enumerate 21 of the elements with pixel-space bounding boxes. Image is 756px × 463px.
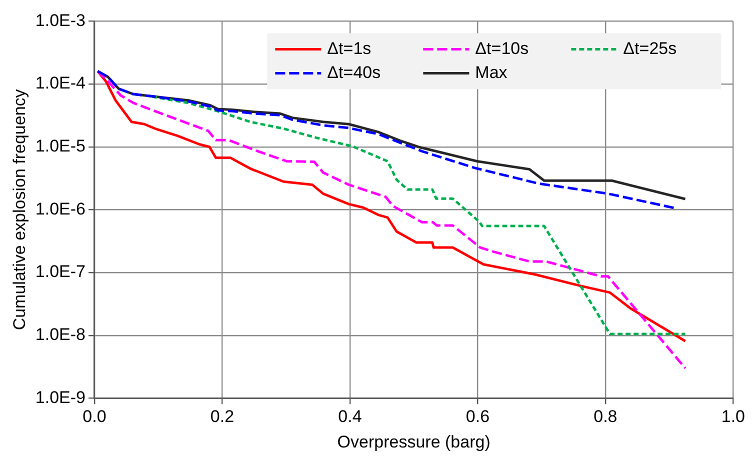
x-axis-title: Overpressure (barg) [337, 432, 490, 452]
legend-label: Δt=1s [327, 38, 372, 58]
legend-label: Max [475, 62, 508, 82]
x-tick-label: 0.0 [82, 407, 106, 426]
y-tick-label: 1.0E-7 [35, 262, 86, 282]
y-tick-label: 1.0E-4 [35, 74, 86, 93]
x-tick-label: 1.0 [721, 407, 746, 426]
x-tick-label: 0.2 [210, 407, 234, 426]
x-tick-label: 0.6 [466, 407, 490, 426]
legend-label: Δt=40s [327, 62, 381, 82]
x-tick-label: 0.4 [338, 407, 362, 426]
y-tick-label: 1.0E-5 [35, 136, 86, 156]
y-tick-label: 1.0E-3 [35, 10, 86, 30]
y-tick-label: 1.0E-9 [35, 388, 86, 407]
y-tick-label: 1.0E-6 [35, 199, 86, 218]
y-axis-title: Cumulative explosion frequency [10, 88, 29, 330]
y-tick-label: 1.0E-8 [35, 325, 86, 344]
legend-label: Δt=10s [475, 38, 529, 58]
x-tick-label: 0.8 [594, 407, 618, 426]
line-series [150, 95, 687, 336]
legend-label: Δt=25s [623, 38, 677, 58]
